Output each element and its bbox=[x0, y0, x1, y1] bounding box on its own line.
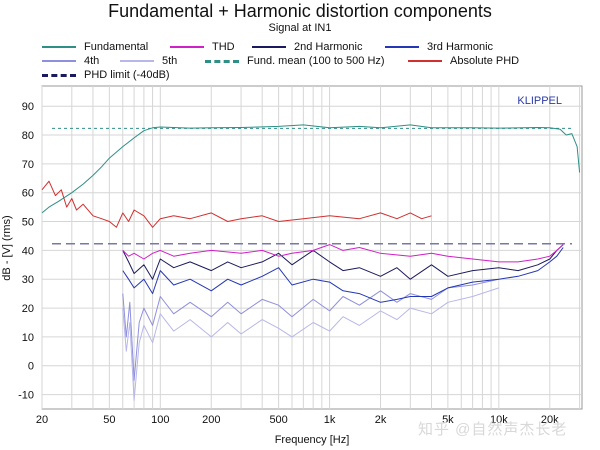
legend-swatch bbox=[205, 59, 239, 63]
legend-swatch bbox=[385, 46, 419, 49]
x-tick-label: 1k bbox=[324, 414, 336, 426]
y-tick-labels: 90 80 70 60 50 40 30 20 10 0 -10 bbox=[18, 101, 34, 401]
legend-item-3rd-harmonic: 3rd Harmonic bbox=[385, 41, 493, 53]
y-tick-label: 90 bbox=[22, 101, 34, 113]
x-axis-label: Frequency [Hz] bbox=[275, 434, 350, 446]
x-tick-label: 5k bbox=[442, 414, 454, 426]
y-tick-label: 50 bbox=[22, 217, 34, 229]
legend-item-phd-limit: PHD limit (-40dB) bbox=[42, 69, 170, 81]
legend-label: 4th bbox=[84, 55, 100, 67]
legend-item-absolute-phd: Absolute PHD bbox=[408, 55, 519, 67]
legend-swatch bbox=[170, 46, 204, 49]
brand-label: KLIPPEL bbox=[517, 95, 562, 107]
legend-swatch bbox=[120, 60, 154, 63]
y-tick-label: 40 bbox=[22, 245, 34, 257]
legend-swatch bbox=[408, 60, 442, 63]
series-line-absolute-phd bbox=[41, 180, 432, 228]
legend-item-2nd-harmonic: 2nd Harmonic bbox=[252, 41, 362, 53]
series-line-fundamental bbox=[41, 124, 581, 214]
legend-label: Fundamental bbox=[84, 41, 149, 53]
legend: Fundamental THD 2nd Harmonic 3rd Harmoni… bbox=[0, 38, 600, 86]
x-tick-labels: 20 50 100 200 500 1k 2k 5k 10k 20k bbox=[36, 414, 559, 426]
legend-item-fund-mean: Fund. mean (100 to 500 Hz) bbox=[205, 55, 385, 67]
legend-label: 3rd Harmonic bbox=[427, 41, 494, 53]
x-tick-label: 10k bbox=[490, 414, 508, 426]
legend-label: THD bbox=[212, 41, 235, 53]
watermark: 知乎 @自然声杰长老 bbox=[418, 421, 568, 438]
legend-swatch bbox=[252, 46, 286, 49]
series-line-4th bbox=[122, 278, 499, 381]
legend-swatch bbox=[42, 73, 76, 77]
y-axis-label: dB - [V] (rms) bbox=[1, 215, 13, 280]
series-line-thd bbox=[122, 244, 564, 263]
y-tick-label: 80 bbox=[22, 130, 34, 142]
x-tick-label: 500 bbox=[269, 414, 287, 426]
legend-label: 5th bbox=[162, 55, 178, 67]
legend-label: Absolute PHD bbox=[450, 55, 520, 67]
y-tick-label: 60 bbox=[22, 188, 34, 200]
y-tick-label: 70 bbox=[22, 159, 34, 171]
y-tick-label: -10 bbox=[18, 390, 34, 402]
series-group bbox=[41, 124, 581, 401]
legend-item-fundamental: Fundamental bbox=[42, 41, 148, 53]
legend-item-4th: 4th bbox=[42, 55, 99, 67]
chart-subtitle: Signal at IN1 bbox=[268, 22, 332, 34]
legend-label: PHD limit (-40dB) bbox=[84, 69, 170, 81]
x-tick-label: 200 bbox=[202, 414, 220, 426]
x-tick-label: 100 bbox=[151, 414, 169, 426]
series-line-2nd-harmonic bbox=[122, 244, 564, 280]
x-tick-label: 20 bbox=[36, 414, 48, 426]
y-tick-label: 20 bbox=[22, 303, 34, 315]
legend-label: 2nd Harmonic bbox=[294, 41, 363, 53]
series-line-3rd-harmonic bbox=[122, 247, 564, 303]
x-tick-label: 50 bbox=[103, 414, 115, 426]
y-tick-label: 30 bbox=[22, 274, 34, 286]
legend-item-5th: 5th bbox=[120, 55, 177, 67]
x-tick-label: 20k bbox=[541, 414, 559, 426]
legend-item-thd: THD bbox=[170, 41, 235, 53]
series-line-5th bbox=[122, 287, 499, 401]
y-tick-label: 0 bbox=[28, 361, 34, 373]
legend-label: Fund. mean (100 to 500 Hz) bbox=[247, 55, 385, 67]
chart-title: Fundamental + Harmonic distortion compon… bbox=[108, 1, 492, 21]
legend-swatch bbox=[42, 60, 76, 63]
legend-swatch bbox=[42, 46, 76, 49]
x-tick-label: 2k bbox=[375, 414, 387, 426]
y-tick-label: 10 bbox=[22, 332, 34, 344]
